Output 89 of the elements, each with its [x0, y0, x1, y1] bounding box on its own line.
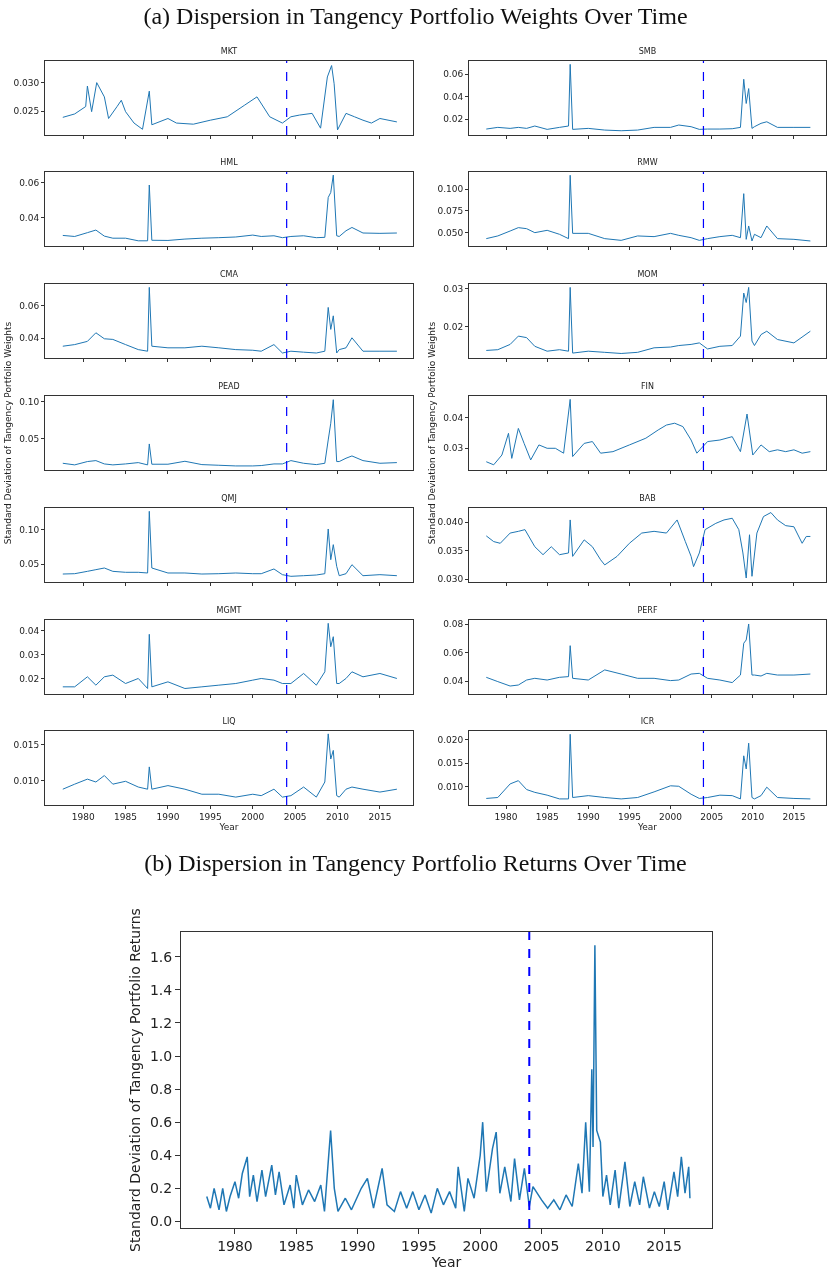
y-tick-label: 0.10 [19, 524, 40, 535]
chart-title: (b) Dispersion in Tangency Portfolio Returns Over Time [144, 849, 687, 876]
y-tick-label: 0.04 [443, 91, 464, 102]
y-tick-label: 0.04 [19, 333, 40, 344]
y-tick-label: 0.10 [19, 397, 40, 408]
x-tick-label: 2010 [741, 811, 765, 822]
chart-title: MGMT [216, 605, 242, 615]
x-tick-label: 2005 [283, 811, 307, 822]
y-tick-label: 0.03 [443, 284, 464, 295]
y-tick-label: 1.0 [149, 1047, 173, 1064]
y-tick-label: 0.04 [443, 676, 464, 687]
y-tick-label: 0.04 [443, 412, 464, 423]
y-tick-label: 0.02 [443, 114, 464, 125]
y-tick-label: 0.02 [19, 673, 40, 684]
y-tick-label: 0.020 [437, 735, 464, 746]
x-tick-label: 1990 [156, 811, 180, 822]
y-tick-label: 1.6 [149, 948, 173, 965]
y-tick-label: 0.075 [437, 206, 464, 217]
y-tick-label: 0.030 [437, 574, 464, 585]
chart-title: CMA [220, 269, 239, 279]
chart-title: FIN [641, 381, 654, 391]
chart-title: MKT [220, 46, 238, 56]
y-tick-label: 0.05 [19, 434, 40, 445]
y-tick-label: 0.015 [437, 758, 464, 769]
y-tick-label: 0.03 [19, 650, 40, 660]
y-tick-label: 0.03 [443, 443, 464, 454]
chart-title: LIQ [222, 716, 236, 726]
y-tick-label: 0.2 [149, 1180, 173, 1197]
y-tick-label: 0.6 [149, 1114, 173, 1131]
x-axis-title: Year [636, 821, 658, 832]
x-axis-title: Year [430, 1254, 462, 1271]
chart-title: MOM [637, 269, 658, 279]
chart-title: BAB [639, 493, 656, 503]
x-tick-label: 1985 [535, 811, 559, 822]
y-tick-label: 0.02 [443, 321, 464, 332]
y-tick-label: 0.100 [437, 184, 464, 195]
y-tick-label: 0.030 [13, 77, 40, 88]
y-tick-label: 0.025 [13, 106, 40, 117]
chart-title: ICR [640, 716, 655, 726]
y-tick-label: 0.040 [437, 517, 464, 528]
x-tick-label: 1995 [617, 811, 641, 822]
y-tick-label: 0.0 [149, 1213, 173, 1230]
y-tick-label: 0.06 [443, 647, 464, 658]
chart-title: SMB [638, 46, 657, 56]
text: (a) Dispersion in Tangency Portfolio Weights Over Time [142, 3, 689, 30]
y-tick-label: 0.015 [13, 739, 40, 750]
chart-title: PEAD [218, 381, 240, 391]
y-tick-label: 0.035 [437, 545, 464, 556]
y-tick-label: 0.06 [19, 300, 40, 311]
x-axis-title: Year [218, 821, 239, 832]
chart-title: PERF [637, 605, 658, 615]
y-axis-title: Standard Deviation of Tangency Portfolio Weights [427, 321, 437, 545]
x-tick-label: 1990 [339, 1237, 376, 1254]
y-tick-label: 0.06 [19, 177, 40, 188]
y-tick-label: 0.04 [19, 212, 40, 223]
y-tick-label: 0.06 [443, 69, 464, 80]
x-tick-label: 1985 [278, 1237, 315, 1254]
y-tick-label: 0.8 [149, 1080, 173, 1097]
x-tick-label: 1980 [71, 811, 95, 822]
y-axis-title: Standard Deviation of Tangency Portfolio Weights [3, 321, 13, 545]
y-tick-label: 0.04 [19, 626, 40, 637]
x-tick-label: 1985 [114, 811, 137, 822]
x-tick-label: 2015 [782, 811, 806, 822]
x-tick-label: 2015 [646, 1237, 682, 1254]
x-tick-label: 2000 [462, 1237, 499, 1254]
y-tick-label: 1.2 [149, 1014, 173, 1031]
x-tick-label: 2010 [585, 1237, 621, 1254]
y-tick-label: 0.08 [443, 619, 464, 630]
x-tick-label: 2005 [523, 1237, 560, 1254]
x-tick-label: 1980 [494, 811, 518, 822]
x-tick-label: 2000 [659, 811, 683, 822]
chart-title: RMW [637, 157, 658, 167]
x-tick-label: 2015 [368, 811, 392, 822]
y-tick-label: 0.4 [149, 1147, 173, 1164]
y-tick-label: 1.4 [149, 981, 173, 998]
x-tick-label: 1990 [576, 811, 600, 822]
x-tick-label: 2000 [241, 811, 265, 822]
x-tick-label: 1995 [198, 811, 222, 822]
chart-title: QMJ [221, 493, 237, 503]
y-tick-label: 0.010 [13, 775, 40, 786]
y-tick-label: 0.050 [437, 227, 464, 238]
chart-title: HML [220, 157, 239, 167]
x-tick-label: 2010 [326, 811, 350, 822]
x-tick-label: 2005 [700, 811, 724, 822]
y-axis-title: Standard Deviation of Tangency Portfolio Returns [126, 908, 143, 1252]
x-tick-label: 1995 [401, 1237, 437, 1254]
y-tick-label: 0.010 [437, 781, 464, 792]
x-tick-label: 1980 [217, 1237, 253, 1254]
y-tick-label: 0.05 [19, 559, 40, 570]
